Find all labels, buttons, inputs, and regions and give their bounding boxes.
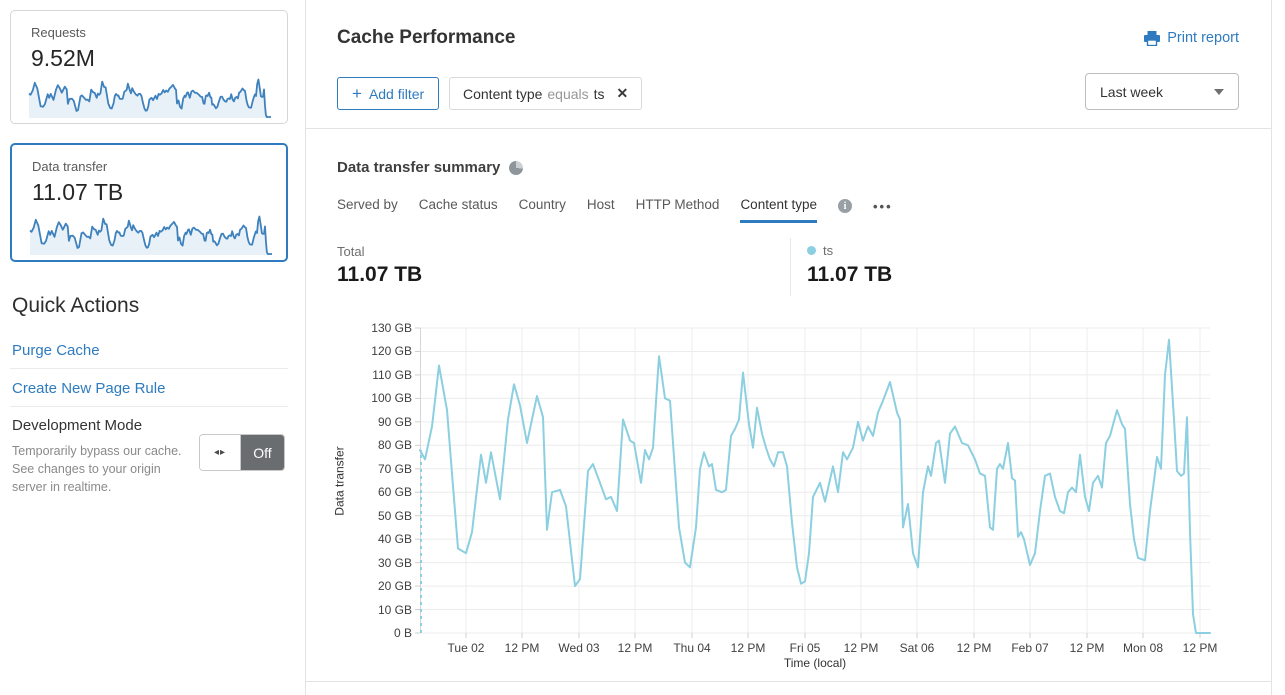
- summary-title-label: Data transfer summary: [337, 159, 501, 176]
- info-icon[interactable]: i: [838, 199, 852, 213]
- x-tick-label: Mon 08: [1122, 641, 1164, 655]
- y-tick-label: 20 GB: [377, 579, 412, 594]
- divider: [790, 238, 791, 296]
- quick-actions-title: Quick Actions: [12, 294, 140, 317]
- series-legend[interactable]: ts: [807, 243, 833, 258]
- x-tick-label: Tue 02: [447, 641, 485, 655]
- date-range-value: Last week: [1100, 83, 1164, 100]
- data-transfer-card[interactable]: Data transfer 11.07 TB: [10, 143, 288, 262]
- divider: [306, 128, 1271, 129]
- requests-card-label: Requests: [31, 25, 86, 40]
- x-tick-label: Fri 05: [789, 641, 821, 655]
- tab-cache-status[interactable]: Cache status: [418, 197, 498, 212]
- y-tick-label: 50 GB: [377, 508, 412, 523]
- x-tick-label: 12 PM: [843, 641, 879, 655]
- series-value: 11.07 TB: [807, 263, 893, 286]
- y-tick-label: 70 GB: [377, 461, 412, 476]
- tab-http-method[interactable]: HTTP Method: [635, 197, 720, 212]
- main-content: Cache Performance Print report + Add fil…: [306, 0, 1272, 695]
- print-report-link[interactable]: Print report: [1144, 30, 1239, 46]
- divider: [10, 368, 288, 369]
- filter-value: ts: [593, 85, 605, 102]
- filter-operator: equals: [547, 85, 589, 102]
- toggle-arrows-icon[interactable]: ◂▸: [200, 435, 241, 470]
- development-mode-description: Temporarily bypass our cache. See change…: [12, 444, 182, 494]
- x-tick-label: Thu 04: [673, 641, 711, 655]
- x-tick-label: Sat 06: [899, 641, 935, 655]
- filter-field: Content type: [463, 85, 543, 102]
- tab-host[interactable]: Host: [586, 197, 615, 212]
- x-tick-label: Feb 07: [1011, 641, 1049, 655]
- development-mode-toggle[interactable]: ◂▸ Off: [199, 434, 285, 471]
- legend-dot: [807, 246, 816, 255]
- printer-icon: [1144, 30, 1161, 46]
- y-tick-label: 100 GB: [371, 391, 412, 406]
- x-tick-label: 12 PM: [1182, 641, 1218, 655]
- tab-content-type[interactable]: Content type: [740, 197, 817, 223]
- total-label: Total: [337, 244, 365, 259]
- add-filter-button[interactable]: + Add filter: [337, 77, 440, 110]
- data-transfer-card-value: 11.07 TB: [32, 179, 124, 205]
- y-tick-label: 80 GB: [377, 438, 412, 453]
- filter-chip[interactable]: Content type equals ts ✕: [449, 77, 643, 110]
- data-transfer-sparkline: [29, 215, 272, 255]
- x-tick-label: 12 PM: [956, 641, 992, 655]
- y-tick-label: 0 B: [393, 626, 412, 640]
- x-tick-label: 12 PM: [1069, 641, 1105, 655]
- close-icon[interactable]: ✕: [616, 85, 629, 101]
- requests-card[interactable]: Requests 9.52M: [10, 10, 288, 124]
- summary-section-title: Data transfer summary: [337, 159, 524, 176]
- create-page-rule-link[interactable]: Create New Page Rule: [12, 380, 166, 397]
- x-axis-title: Time (local): [783, 656, 847, 670]
- x-tick-label: 12 PM: [504, 641, 540, 655]
- y-tick-label: 130 GB: [371, 321, 412, 335]
- sidebar: Requests 9.52M Data transfer 11.07 TB Qu…: [0, 0, 306, 695]
- legend-label: ts: [823, 243, 834, 258]
- more-options-icon[interactable]: •••: [873, 198, 893, 214]
- y-tick-label: 10 GB: [377, 602, 412, 617]
- print-report-label: Print report: [1167, 30, 1239, 46]
- y-tick-label: 30 GB: [377, 555, 412, 570]
- chevron-down-icon: [1214, 88, 1224, 95]
- y-tick-label: 120 GB: [371, 344, 412, 359]
- y-tick-label: 60 GB: [377, 485, 412, 500]
- purge-cache-link[interactable]: Purge Cache: [12, 342, 100, 359]
- summary-tabs: Served by Cache status Country Host HTTP…: [337, 197, 893, 223]
- add-filter-label: Add filter: [368, 85, 425, 102]
- date-range-select[interactable]: Last week: [1085, 73, 1239, 110]
- x-tick-label: 12 PM: [730, 641, 766, 655]
- page-title: Cache Performance: [337, 27, 516, 48]
- toggle-state-label: Off: [241, 435, 284, 470]
- pie-chart-icon: [509, 160, 524, 175]
- tab-served-by[interactable]: Served by: [337, 197, 398, 212]
- development-mode-title: Development Mode: [12, 417, 143, 434]
- y-axis-title: Data transfer: [332, 445, 347, 516]
- plus-icon: +: [352, 84, 362, 103]
- x-tick-label: 12 PM: [617, 641, 653, 655]
- data-transfer-chart[interactable]: Data transfer 0 B 10 GB 20 GB 30 GB 40 GB 50 …: [333, 321, 1218, 670]
- requests-card-value: 9.52M: [31, 45, 95, 71]
- x-tick-label: Wed 03: [558, 641, 600, 655]
- y-tick-label: 90 GB: [377, 414, 412, 429]
- divider: [306, 681, 1271, 682]
- total-value: 11.07 TB: [337, 263, 423, 286]
- requests-sparkline: [28, 78, 271, 118]
- y-tick-label: 110 GB: [372, 367, 412, 382]
- chart-plot[interactable]: [415, 327, 1211, 638]
- y-tick-label: 40 GB: [377, 532, 412, 547]
- data-transfer-card-label: Data transfer: [32, 159, 108, 174]
- divider: [10, 406, 288, 407]
- tab-country[interactable]: Country: [518, 197, 566, 212]
